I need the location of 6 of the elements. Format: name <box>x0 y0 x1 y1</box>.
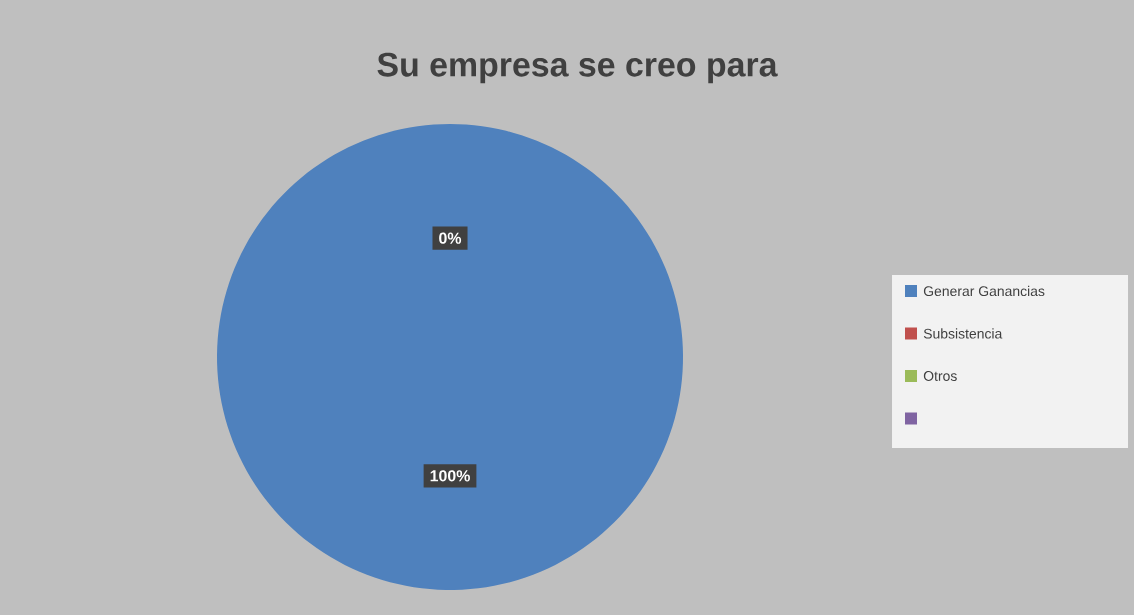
legend-label: Otros <box>923 371 957 381</box>
text: 0% <box>439 232 462 244</box>
legend-label: Generar Ganancias <box>923 285 1045 297</box>
legend-label: Subsistencia <box>923 328 1003 339</box>
data-label: 100% <box>430 470 470 482</box>
chart-title: Su empresa se creo para <box>377 52 778 84</box>
